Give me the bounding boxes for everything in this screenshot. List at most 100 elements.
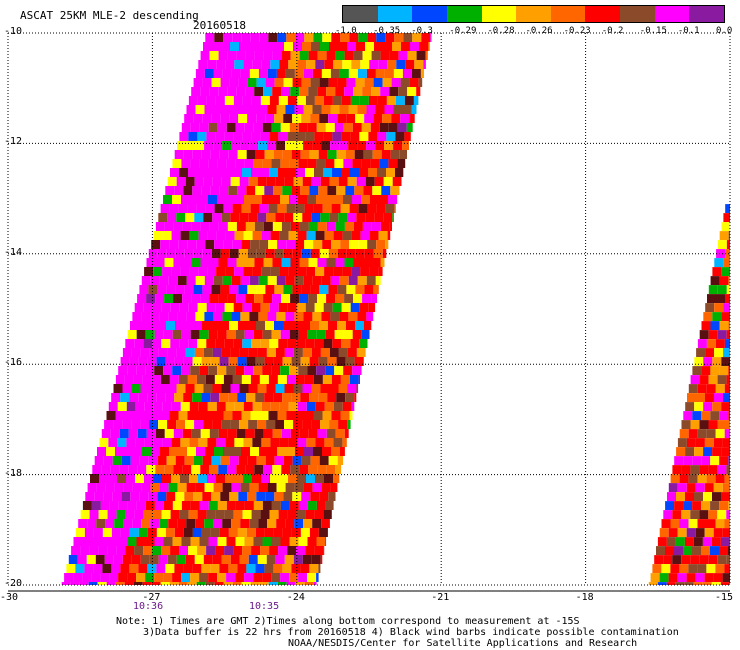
swath-cell (696, 393, 705, 403)
swath-cell (240, 519, 250, 528)
swath-cell (112, 456, 122, 465)
swath-cell (379, 123, 389, 132)
swath-cell (719, 411, 729, 421)
swath-cell (199, 501, 209, 510)
grid-layer (7, 32, 731, 592)
note-line-3: NOAA/NESDIS/Center for Satellite Applica… (288, 638, 638, 649)
swath-cell (132, 519, 142, 528)
swath-cell (133, 447, 142, 456)
swath-cell (706, 429, 716, 439)
swath-cell (703, 402, 713, 412)
swath-cell (244, 573, 254, 582)
swath-cell (119, 465, 129, 474)
swath-cell (239, 348, 249, 357)
swath-cell (298, 159, 308, 168)
swath-cell (91, 501, 101, 510)
swath-cell (208, 573, 218, 582)
swath-cell (181, 195, 190, 204)
swath-cell (317, 258, 327, 267)
swath-cell (170, 303, 180, 312)
swath-cell (699, 510, 709, 520)
swath-cell (154, 573, 164, 582)
swath-cell (152, 303, 162, 312)
swath-cell (356, 213, 366, 222)
swath-cell (214, 375, 224, 384)
swath-cell (721, 357, 730, 367)
swath-cell (215, 339, 225, 348)
swath-cell (198, 231, 208, 240)
swath-cell (186, 312, 196, 321)
swath-cell (304, 582, 314, 585)
swath-cell (175, 249, 185, 258)
swath-cell (144, 474, 153, 483)
swath-cell (250, 33, 260, 42)
swath-cell (240, 312, 250, 321)
swath-cell (402, 69, 412, 78)
swath-cell (221, 348, 231, 357)
swath-cell (167, 420, 177, 429)
swath-cell (199, 573, 209, 582)
swath-cell (339, 276, 349, 285)
swath-cell (728, 231, 730, 241)
swath-cell (258, 312, 268, 321)
swath-cell (327, 150, 337, 159)
swath-cell (298, 366, 308, 375)
swath-cell (197, 510, 207, 519)
swath-cell (275, 348, 285, 357)
swath-cell (182, 429, 192, 438)
swath-cell (276, 141, 286, 150)
swath-cell (683, 501, 693, 511)
swath-cell (332, 339, 342, 348)
swath-cell (364, 249, 374, 258)
swath-cell (127, 330, 137, 339)
swath-cell (257, 42, 266, 51)
swath-cell (306, 402, 316, 411)
swath-cell (224, 168, 233, 177)
swath-cell (293, 348, 303, 357)
swath-cell (693, 582, 703, 585)
swath-cell (311, 42, 320, 51)
swath-cell (205, 33, 215, 42)
swath-cell (82, 573, 92, 582)
swath-cell (395, 96, 405, 105)
swath-cell (198, 474, 207, 483)
swath-cell (428, 42, 430, 51)
swath-cell (392, 42, 401, 51)
swath-cell (151, 375, 161, 384)
swath-cell (290, 465, 300, 474)
swath-cell (255, 186, 265, 195)
swath-cell (190, 573, 200, 582)
swath-cell (357, 312, 367, 321)
swath-cell (712, 402, 722, 412)
swath-cell (379, 195, 388, 204)
swath-cell (342, 402, 352, 411)
swath-cell (143, 303, 153, 312)
swath-cell (225, 438, 235, 447)
swath-cell (350, 168, 359, 177)
swath-cell (226, 159, 236, 168)
swath-cell (110, 465, 120, 474)
swath-cell (139, 285, 149, 294)
swath-cell (254, 294, 264, 303)
swath-cell (699, 555, 709, 565)
swath-cell (332, 96, 342, 105)
swath-cell (136, 501, 146, 510)
swath-cell (713, 483, 723, 493)
swath-cell (161, 546, 171, 555)
swath-cell (247, 492, 257, 501)
swath-cell (722, 573, 730, 583)
swath-cell (389, 87, 399, 96)
swath-cell (172, 195, 181, 204)
swath-cell (373, 285, 379, 294)
swath-cell (341, 339, 351, 348)
swath-cell (190, 123, 200, 132)
swath-cell (349, 204, 359, 213)
swath-cell (349, 411, 353, 420)
swath-cell (254, 87, 264, 96)
swath-cell (717, 240, 727, 250)
swath-cell (245, 87, 255, 96)
swath-cell (251, 303, 261, 312)
swath-cell (294, 141, 304, 150)
swath-cell (61, 582, 71, 585)
swath-cell (347, 177, 357, 186)
